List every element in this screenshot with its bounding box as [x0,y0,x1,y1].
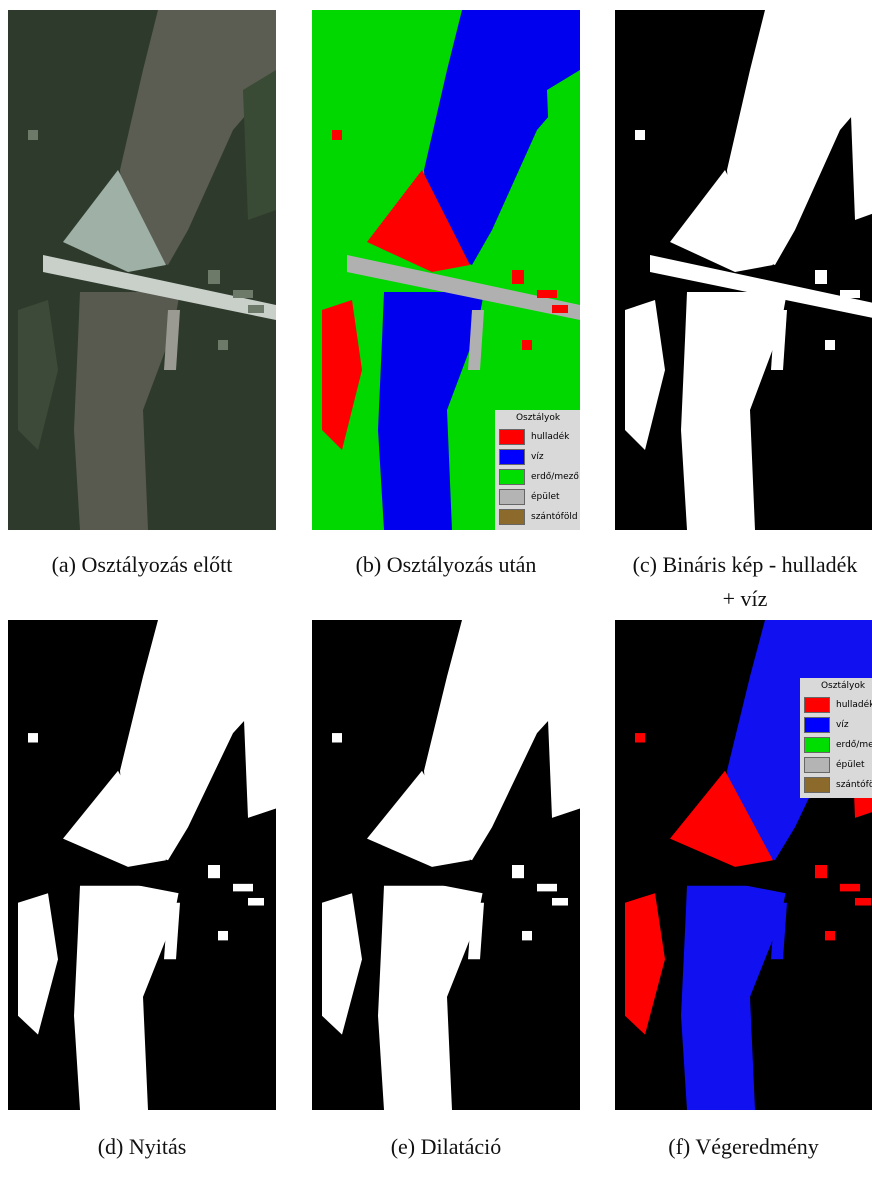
legend-label: hulladék [836,700,872,710]
legend: Osztályok hulladék víz erdő/mező épület szánt… [495,410,580,530]
legend-swatch [804,697,830,713]
legend-swatch [804,717,830,733]
spot [512,865,524,878]
spot [815,270,827,284]
legend-item: épület [499,487,577,507]
caption: (b) Osztályozás után [312,548,580,582]
image-panel [312,620,580,1110]
spot [208,270,220,284]
image-panel: Osztályok hulladék víz erdő/mező épület szánt… [312,10,580,530]
legend-item: szántóföld [804,775,872,795]
spot [332,130,342,140]
legend-swatch [499,449,525,465]
legend-swatch [804,777,830,793]
spot [537,290,557,298]
image-panel [8,10,276,530]
region [547,677,580,818]
spot [208,865,220,878]
legend-title: Osztályok [804,681,872,691]
spot [840,290,860,298]
legend-label: szántóföld [836,780,872,790]
spot [28,733,38,742]
legend-item: erdő/mező [499,467,577,487]
spot [825,340,835,350]
legend-swatch [804,737,830,753]
region [243,70,276,220]
legend-swatch [499,429,525,445]
caption: (a) Osztályozás előtt [8,548,276,582]
caption: (e) Dilatáció [312,1130,580,1164]
spot [248,898,264,906]
legend-swatch [499,469,525,485]
legend-label: épület [836,760,865,770]
spot [855,305,871,313]
image [8,10,276,530]
spot [552,898,568,906]
spot [635,733,645,742]
spot [218,931,228,940]
legend-item: épület [804,755,872,775]
legend-label: hulladék [531,432,569,442]
legend-label: erdő/mező [836,740,872,750]
image-panel: Osztályok hulladék víz erdő/mező épület szánt… [615,620,872,1110]
spot [522,340,532,350]
legend-label: szántóföld [531,512,578,522]
legend-item: hulladék [499,427,577,447]
legend-item: víz [804,715,872,735]
legend-item: víz [499,447,577,467]
region [547,70,580,220]
spot [635,130,645,140]
legend-item: szántóföld [499,507,577,527]
legend-label: erdő/mező [531,472,579,482]
legend-title: Osztályok [499,413,577,423]
legend-item: hulladék [804,695,872,715]
legend-label: víz [531,452,544,462]
spot [522,931,532,940]
spot [218,340,228,350]
spot [855,898,871,906]
spot [248,305,264,313]
legend-swatch [499,509,525,525]
legend-swatch [499,489,525,505]
caption: (d) Nyitás [8,1130,276,1164]
region [243,677,276,818]
image [8,620,276,1110]
spot [552,305,568,313]
image [312,620,580,1110]
image [615,10,872,530]
legend-label: épület [531,492,560,502]
spot [825,931,835,940]
spot [537,884,557,892]
legend-swatch [804,757,830,773]
spot [815,865,827,878]
spot [233,884,253,892]
image-panel [615,10,872,530]
caption: (c) Bináris kép - hulladék + víz [630,548,860,616]
spot [332,733,342,742]
page: (a) Osztályozás előtt Osztályok hulladék ví… [0,0,872,1182]
image-panel [8,620,276,1110]
legend-label: víz [836,720,849,730]
caption: (f) Végeredmény [615,1130,872,1164]
spot [233,290,253,298]
spot [512,270,524,284]
spot [28,130,38,140]
spot [840,884,860,892]
legend-item: erdő/mező [804,735,872,755]
legend: Osztályok hulladék víz erdő/mező épület szánt… [800,678,872,798]
